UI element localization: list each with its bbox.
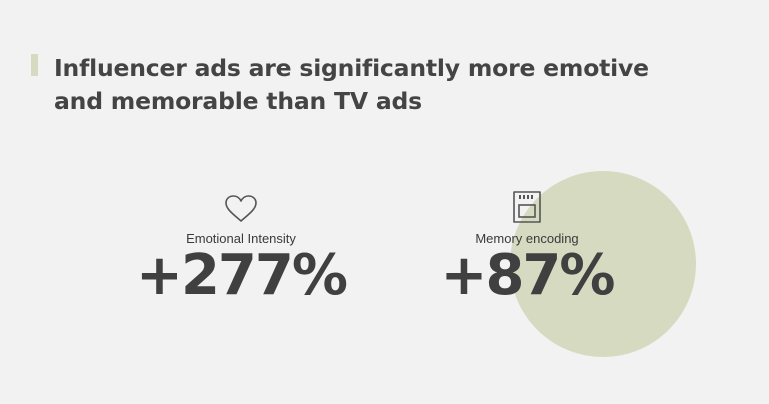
stat-memory-encoding: Memory encoding +87% (397, 190, 657, 304)
stat-emotional-intensity: Emotional Intensity +277% (111, 194, 371, 304)
slide-title-line-2: and memorable than TV ads (54, 87, 422, 115)
title-accent-bar (31, 54, 38, 76)
heart-icon (225, 195, 257, 222)
stat-label: Memory encoding (475, 231, 579, 246)
stat-label: Emotional Intensity (186, 231, 296, 246)
stat-value: +87% (440, 243, 616, 308)
slide-title: Influencer ads are significantly more em… (54, 52, 694, 118)
stat-value: +277% (136, 243, 348, 308)
slide-title-line-1: Influencer ads are significantly more em… (54, 54, 649, 82)
memory-card-icon (513, 191, 541, 223)
decorative-circle (510, 171, 696, 357)
